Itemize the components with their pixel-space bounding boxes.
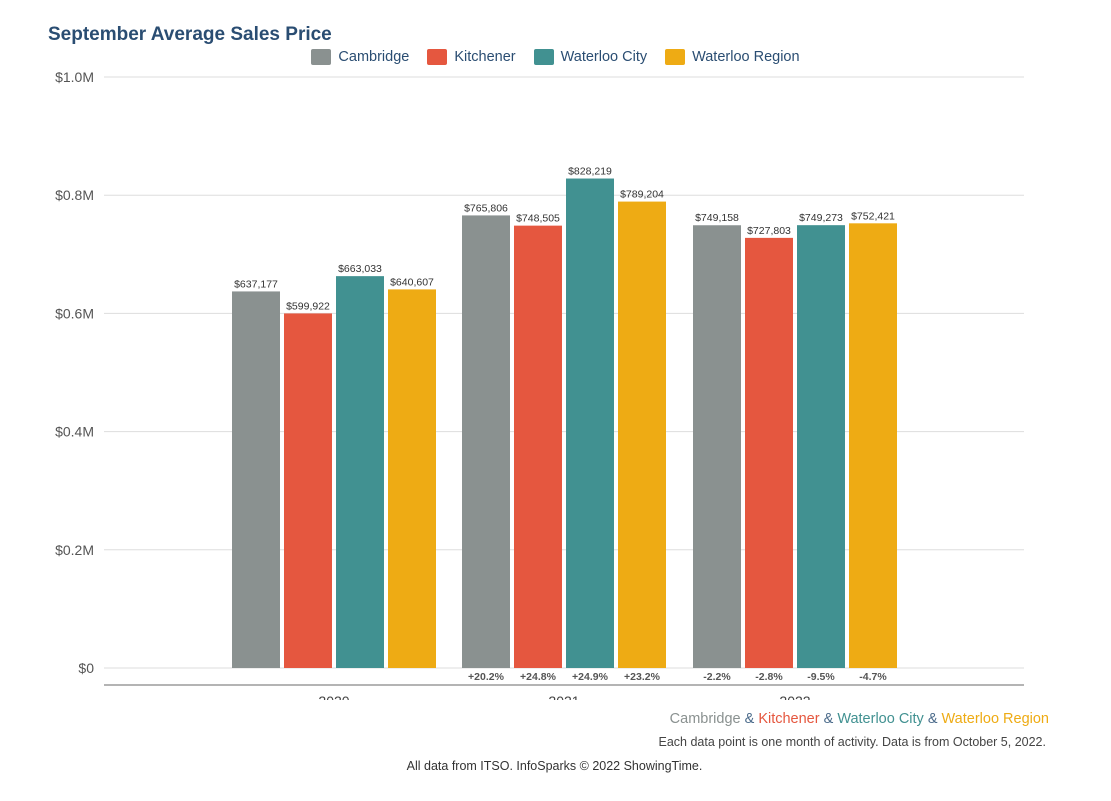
- bar: [797, 225, 845, 668]
- legend-label: Cambridge: [338, 49, 410, 65]
- footer-note: Each data point is one month of activity…: [658, 735, 1046, 749]
- bar-value-label: $599,922: [286, 300, 330, 312]
- footer-series-names: Cambridge & Kitchener & Waterloo City & …: [670, 711, 1049, 727]
- bar-value-label: $748,505: [516, 213, 560, 225]
- bar-value-label: $828,219: [568, 166, 612, 178]
- footer-source: All data from ITSO. InfoSparks © 2022 Sh…: [406, 759, 703, 773]
- bar: [514, 225, 562, 668]
- bar-value-label: $752,421: [851, 210, 895, 222]
- bar: [336, 276, 384, 668]
- footer-series-name: Kitchener: [758, 711, 820, 727]
- y-tick-label: $0.6M: [55, 305, 94, 321]
- legend-item: Cambridge: [311, 49, 409, 65]
- bar-value-label: $727,803: [747, 225, 791, 237]
- change-label: +24.8%: [520, 671, 557, 683]
- change-label: +24.9%: [572, 671, 609, 683]
- change-label: +20.2%: [468, 671, 505, 683]
- legend-item: Waterloo City: [533, 49, 648, 65]
- x-tick-label: 2020: [318, 693, 349, 700]
- change-label: +23.2%: [624, 671, 661, 683]
- legend-swatch: [533, 49, 554, 65]
- legend-swatch: [427, 49, 448, 65]
- bar: [462, 215, 510, 668]
- bar-value-label: $749,273: [799, 212, 843, 224]
- bar-value-label: $663,033: [338, 263, 382, 275]
- y-tick-label: $0: [78, 660, 94, 676]
- change-label: -9.5%: [807, 671, 835, 683]
- x-tick-label: 2022: [779, 693, 810, 700]
- bar-chart: $0 $0.2M $0.4M $0.6M $0.8M $1.0M $637,177 $599,…: [55, 69, 1024, 700]
- bar: [618, 201, 666, 668]
- bar: [693, 225, 741, 668]
- footer-series-name: Waterloo City: [837, 711, 924, 727]
- bar: [566, 178, 614, 668]
- x-tick-label: 2021: [548, 693, 579, 700]
- bar-value-label: $789,204: [620, 189, 664, 201]
- bar-value-label: $749,158: [695, 212, 739, 224]
- bar: [232, 291, 280, 668]
- bar: [284, 313, 332, 668]
- y-tick-label: $1.0M: [55, 69, 94, 85]
- legend-item: Waterloo Region: [665, 49, 800, 65]
- change-label: -2.8%: [755, 671, 783, 683]
- bar: [388, 289, 436, 668]
- legend: Cambridge Kitchener Waterloo City Waterloo …: [0, 49, 1111, 65]
- footer-separator: &: [819, 711, 838, 727]
- footer-separator: &: [923, 711, 942, 727]
- bar-value-label: $637,177: [234, 278, 278, 290]
- legend-swatch: [665, 49, 686, 65]
- legend-label: Kitchener: [454, 49, 516, 65]
- chart-title: September Average Sales Price: [48, 24, 332, 45]
- legend-item: Kitchener: [427, 49, 516, 65]
- y-tick-label: $0.2M: [55, 542, 94, 558]
- legend-swatch: [311, 49, 332, 65]
- y-tick-label: $0.8M: [55, 187, 94, 203]
- footer-separator: &: [740, 711, 759, 727]
- change-label: -4.7%: [859, 671, 887, 683]
- footer-series-name: Cambridge: [669, 711, 741, 727]
- legend-label: Waterloo Region: [692, 49, 800, 65]
- y-tick-label: $0.4M: [55, 424, 94, 440]
- bar-value-label: $765,806: [464, 202, 508, 214]
- legend-label: Waterloo City: [560, 49, 648, 65]
- bar-value-label: $640,607: [390, 276, 434, 288]
- bar: [849, 223, 897, 668]
- change-label: -2.2%: [703, 671, 731, 683]
- bar: [745, 237, 793, 669]
- footer-series-name: Waterloo Region: [941, 711, 1049, 727]
